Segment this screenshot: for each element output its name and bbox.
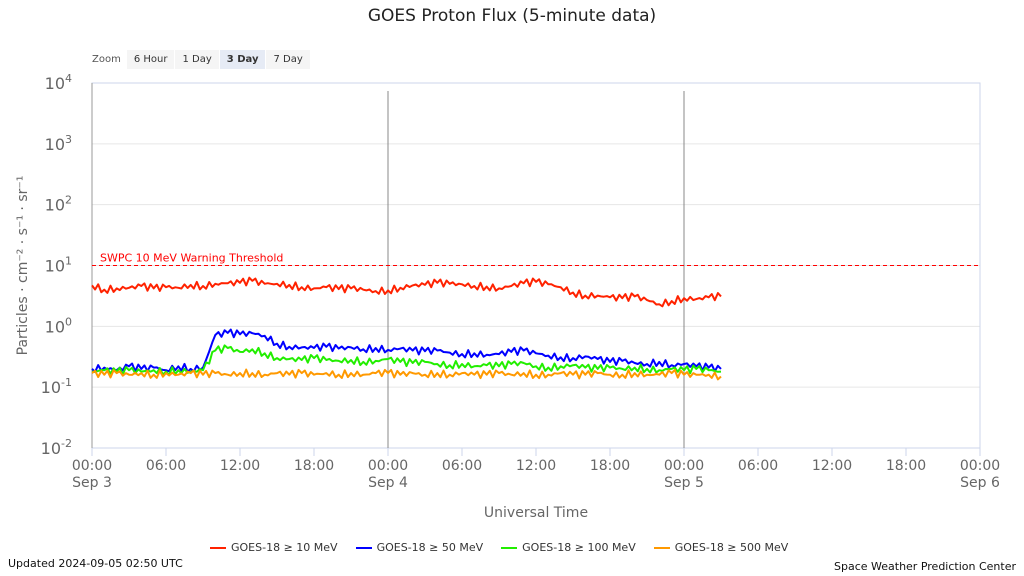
x-tick-label: 06:00 xyxy=(146,458,186,474)
x-tick-label: 12:00 xyxy=(812,458,852,474)
x-tick-label: 18:00 xyxy=(590,458,630,474)
legend-label: GOES-18 ≥ 500 MeV xyxy=(674,541,789,554)
x-tick-label: 18:00 xyxy=(886,458,926,474)
x-tick-label: 00:00 xyxy=(368,458,408,474)
zoom-3-day-button[interactable]: 3 Day xyxy=(219,50,266,69)
x-tick-label: 00:00 xyxy=(664,458,704,474)
zoom-label: Zoom xyxy=(92,54,121,65)
legend-swatch xyxy=(210,546,226,549)
legend-item[interactable]: GOES-18 ≥ 10 MeV xyxy=(210,541,338,554)
x-tick-label: 12:00 xyxy=(220,458,260,474)
credit-text: Space Weather Prediction Center xyxy=(834,560,1016,573)
x-tick-label: 18:00 xyxy=(294,458,334,474)
legend-swatch xyxy=(653,546,670,549)
zoom-7-day-button[interactable]: 7 Day xyxy=(266,50,310,69)
legend: GOES-18 ≥ 10 MeV GOES-18 ≥ 50 MeV GOES-18 … xyxy=(210,541,806,554)
x-date-label: Sep 6 xyxy=(960,475,1000,491)
series-line-1 xyxy=(91,328,722,373)
y-tick-label: 102 xyxy=(45,194,72,215)
legend-item[interactable]: GOES-18 ≥ 100 MeV xyxy=(501,541,636,554)
x-axis-title: Universal Time xyxy=(484,505,588,521)
threshold-label: SWPC 10 MeV Warning Threshold xyxy=(100,252,283,265)
y-tick-label: 10-1 xyxy=(41,376,72,397)
x-tick-label: 00:00 xyxy=(72,458,112,474)
y-tick-label: 10-2 xyxy=(41,437,72,458)
y-axis-title: Particles · cm⁻² · s⁻¹ · sr⁻¹ xyxy=(15,176,31,356)
chart-title: GOES Proton Flux (5-minute data) xyxy=(367,6,657,26)
legend-item[interactable]: GOES-18 ≥ 50 MeV xyxy=(355,541,484,554)
zoom-6-hour-button[interactable]: 6 Hour xyxy=(126,50,175,69)
series-line-3 xyxy=(91,368,722,381)
legend-label: GOES-18 ≥ 50 MeV xyxy=(376,541,484,554)
series-line-0 xyxy=(91,276,722,308)
y-tick-label: 103 xyxy=(45,133,72,154)
y-tick-label: 100 xyxy=(45,315,72,336)
y-tick-label: 101 xyxy=(45,255,72,276)
series-line-2 xyxy=(91,344,722,376)
x-tick-label: 06:00 xyxy=(442,458,482,474)
x-tick-label: 06:00 xyxy=(738,458,778,474)
x-tick-label: 12:00 xyxy=(516,458,556,474)
zoom-1-day-button[interactable]: 1 Day xyxy=(175,50,219,69)
x-date-label: Sep 3 xyxy=(72,475,112,491)
y-tick-label: 104 xyxy=(45,72,72,93)
legend-label: GOES-18 ≥ 100 MeV xyxy=(522,541,636,554)
updated-timestamp: Updated 2024-09-05 02:50 UTC xyxy=(8,557,183,570)
x-tick-label: 00:00 xyxy=(960,458,1000,474)
legend-swatch xyxy=(355,546,372,549)
x-date-label: Sep 4 xyxy=(368,475,408,491)
legend-label: GOES-18 ≥ 10 MeV xyxy=(231,541,338,554)
legend-swatch xyxy=(501,546,518,549)
x-date-label: Sep 5 xyxy=(664,475,704,491)
zoom-controls: Zoom 6 Hour 1 Day 3 Day 7 Day xyxy=(92,50,311,69)
legend-item[interactable]: GOES-18 ≥ 500 MeV xyxy=(653,541,789,554)
